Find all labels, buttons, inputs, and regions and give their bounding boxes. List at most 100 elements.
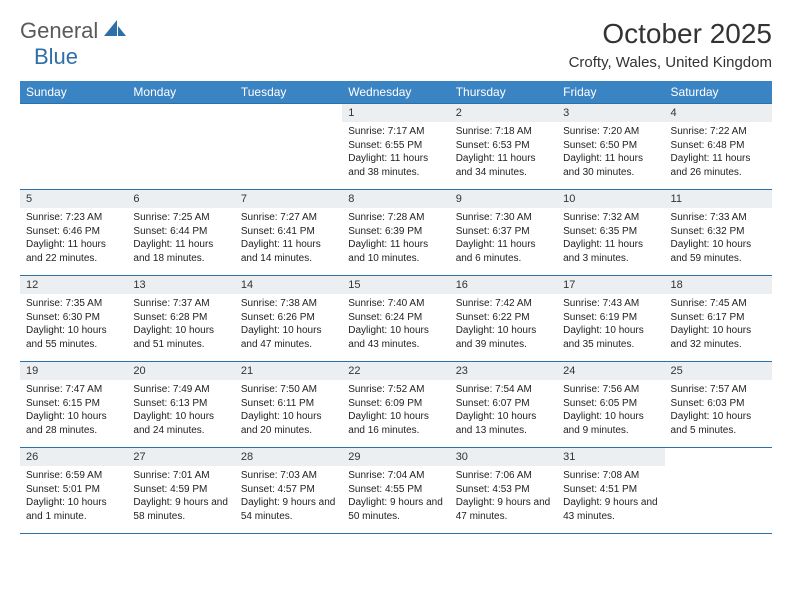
day-number: 18 [665,276,772,294]
day-number: 29 [342,448,449,466]
day-number: 4 [665,104,772,122]
day-number: 27 [127,448,234,466]
weekday-header: Wednesday [342,81,449,104]
calendar-day-cell: 16Sunrise: 7:42 AMSunset: 6:22 PMDayligh… [450,276,557,362]
calendar-day-cell: 9Sunrise: 7:30 AMSunset: 6:37 PMDaylight… [450,190,557,276]
calendar-day-cell: 23Sunrise: 7:54 AMSunset: 6:07 PMDayligh… [450,362,557,448]
calendar-day-cell: 30Sunrise: 7:06 AMSunset: 4:53 PMDayligh… [450,448,557,534]
weekday-header: Saturday [665,81,772,104]
day-info: Sunrise: 7:37 AMSunset: 6:28 PMDaylight:… [127,294,234,354]
day-info: Sunrise: 7:04 AMSunset: 4:55 PMDaylight:… [342,466,449,526]
calendar-day-cell: 11Sunrise: 7:33 AMSunset: 6:32 PMDayligh… [665,190,772,276]
day-info: Sunrise: 6:59 AMSunset: 5:01 PMDaylight:… [20,466,127,526]
day-number: 2 [450,104,557,122]
day-info: Sunrise: 7:20 AMSunset: 6:50 PMDaylight:… [557,122,664,182]
location-text: Crofty, Wales, United Kingdom [569,54,772,71]
day-info: Sunrise: 7:17 AMSunset: 6:55 PMDaylight:… [342,122,449,182]
day-info: Sunrise: 7:47 AMSunset: 6:15 PMDaylight:… [20,380,127,440]
calendar-day-cell [235,104,342,190]
day-number: 26 [20,448,127,466]
day-number-empty [127,104,234,122]
day-info: Sunrise: 7:43 AMSunset: 6:19 PMDaylight:… [557,294,664,354]
day-number: 5 [20,190,127,208]
calendar-day-cell: 12Sunrise: 7:35 AMSunset: 6:30 PMDayligh… [20,276,127,362]
day-info: Sunrise: 7:50 AMSunset: 6:11 PMDaylight:… [235,380,342,440]
day-number: 24 [557,362,664,380]
calendar-day-cell: 21Sunrise: 7:50 AMSunset: 6:11 PMDayligh… [235,362,342,448]
calendar-body: 1Sunrise: 7:17 AMSunset: 6:55 PMDaylight… [20,104,772,534]
header: General October 2025 Crofty, Wales, Unit… [20,18,772,71]
calendar-day-cell: 3Sunrise: 7:20 AMSunset: 6:50 PMDaylight… [557,104,664,190]
day-info: Sunrise: 7:27 AMSunset: 6:41 PMDaylight:… [235,208,342,268]
day-number: 12 [20,276,127,294]
calendar-day-cell: 25Sunrise: 7:57 AMSunset: 6:03 PMDayligh… [665,362,772,448]
weekday-header: Monday [127,81,234,104]
calendar-day-cell: 24Sunrise: 7:56 AMSunset: 6:05 PMDayligh… [557,362,664,448]
logo-text-general: General [20,18,98,44]
day-info: Sunrise: 7:18 AMSunset: 6:53 PMDaylight:… [450,122,557,182]
day-number: 20 [127,362,234,380]
calendar-day-cell: 17Sunrise: 7:43 AMSunset: 6:19 PMDayligh… [557,276,664,362]
calendar-table: SundayMondayTuesdayWednesdayThursdayFrid… [20,81,772,534]
calendar-day-cell: 31Sunrise: 7:08 AMSunset: 4:51 PMDayligh… [557,448,664,534]
day-info: Sunrise: 7:49 AMSunset: 6:13 PMDaylight:… [127,380,234,440]
calendar-day-cell [127,104,234,190]
title-block: October 2025 Crofty, Wales, United Kingd… [569,18,772,71]
weekday-header-row: SundayMondayTuesdayWednesdayThursdayFrid… [20,81,772,104]
day-info: Sunrise: 7:42 AMSunset: 6:22 PMDaylight:… [450,294,557,354]
day-info: Sunrise: 7:45 AMSunset: 6:17 PMDaylight:… [665,294,772,354]
day-info: Sunrise: 7:33 AMSunset: 6:32 PMDaylight:… [665,208,772,268]
day-number: 10 [557,190,664,208]
logo: General [20,18,128,44]
day-info: Sunrise: 7:23 AMSunset: 6:46 PMDaylight:… [20,208,127,268]
calendar-week-row: 1Sunrise: 7:17 AMSunset: 6:55 PMDaylight… [20,104,772,190]
day-number: 13 [127,276,234,294]
calendar-day-cell: 8Sunrise: 7:28 AMSunset: 6:39 PMDaylight… [342,190,449,276]
day-number: 6 [127,190,234,208]
day-info: Sunrise: 7:03 AMSunset: 4:57 PMDaylight:… [235,466,342,526]
calendar-day-cell: 4Sunrise: 7:22 AMSunset: 6:48 PMDaylight… [665,104,772,190]
calendar-day-cell: 28Sunrise: 7:03 AMSunset: 4:57 PMDayligh… [235,448,342,534]
day-info: Sunrise: 7:35 AMSunset: 6:30 PMDaylight:… [20,294,127,354]
calendar-day-cell: 7Sunrise: 7:27 AMSunset: 6:41 PMDaylight… [235,190,342,276]
day-number: 7 [235,190,342,208]
calendar-day-cell: 10Sunrise: 7:32 AMSunset: 6:35 PMDayligh… [557,190,664,276]
calendar-day-cell: 29Sunrise: 7:04 AMSunset: 4:55 PMDayligh… [342,448,449,534]
weekday-header: Sunday [20,81,127,104]
calendar-day-cell: 1Sunrise: 7:17 AMSunset: 6:55 PMDaylight… [342,104,449,190]
calendar-week-row: 12Sunrise: 7:35 AMSunset: 6:30 PMDayligh… [20,276,772,362]
day-info: Sunrise: 7:56 AMSunset: 6:05 PMDaylight:… [557,380,664,440]
day-number: 30 [450,448,557,466]
day-info: Sunrise: 7:22 AMSunset: 6:48 PMDaylight:… [665,122,772,182]
day-info: Sunrise: 7:57 AMSunset: 6:03 PMDaylight:… [665,380,772,440]
day-number: 19 [20,362,127,380]
logo-sail-icon [104,20,126,43]
calendar-week-row: 5Sunrise: 7:23 AMSunset: 6:46 PMDaylight… [20,190,772,276]
day-number: 17 [557,276,664,294]
calendar-day-cell: 6Sunrise: 7:25 AMSunset: 6:44 PMDaylight… [127,190,234,276]
day-info: Sunrise: 7:38 AMSunset: 6:26 PMDaylight:… [235,294,342,354]
calendar-day-cell: 18Sunrise: 7:45 AMSunset: 6:17 PMDayligh… [665,276,772,362]
day-number: 3 [557,104,664,122]
day-number-empty [20,104,127,122]
day-info: Sunrise: 7:06 AMSunset: 4:53 PMDaylight:… [450,466,557,526]
day-info: Sunrise: 7:32 AMSunset: 6:35 PMDaylight:… [557,208,664,268]
day-number: 14 [235,276,342,294]
day-number: 16 [450,276,557,294]
calendar-day-cell [665,448,772,534]
calendar-day-cell: 2Sunrise: 7:18 AMSunset: 6:53 PMDaylight… [450,104,557,190]
day-number: 11 [665,190,772,208]
calendar-day-cell: 5Sunrise: 7:23 AMSunset: 6:46 PMDaylight… [20,190,127,276]
calendar-day-cell: 15Sunrise: 7:40 AMSunset: 6:24 PMDayligh… [342,276,449,362]
day-number: 31 [557,448,664,466]
day-info: Sunrise: 7:25 AMSunset: 6:44 PMDaylight:… [127,208,234,268]
calendar-day-cell: 27Sunrise: 7:01 AMSunset: 4:59 PMDayligh… [127,448,234,534]
day-number-empty [235,104,342,122]
day-info: Sunrise: 7:54 AMSunset: 6:07 PMDaylight:… [450,380,557,440]
day-number: 22 [342,362,449,380]
weekday-header: Thursday [450,81,557,104]
day-info: Sunrise: 7:08 AMSunset: 4:51 PMDaylight:… [557,466,664,526]
calendar-day-cell [20,104,127,190]
month-title: October 2025 [569,18,772,50]
day-number: 28 [235,448,342,466]
